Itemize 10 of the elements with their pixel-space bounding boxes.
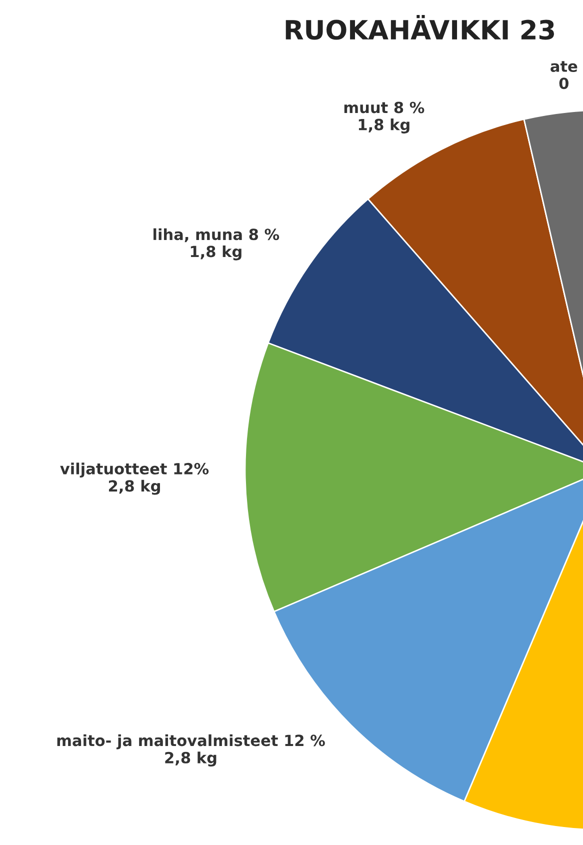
slice-label: liha, muna 8 %	[154, 228, 280, 242]
slice-label: viljatuotteet 12%	[60, 462, 209, 478]
data-label: 2,8 kg	[108, 480, 160, 495]
data-label: 1,8 kg	[358, 118, 410, 134]
chart-title: RUOKAHÄVIKKI 23	[286, 14, 554, 40]
data-label: 1,8 kg	[190, 245, 242, 260]
slice-label: ate 0	[550, 61, 578, 90]
data-label: 2,8 kg	[165, 752, 216, 767]
slice-label: muut 8 %	[344, 102, 424, 114]
slice-label: maito- ja maitovalmisteet 12 %	[57, 734, 325, 750]
